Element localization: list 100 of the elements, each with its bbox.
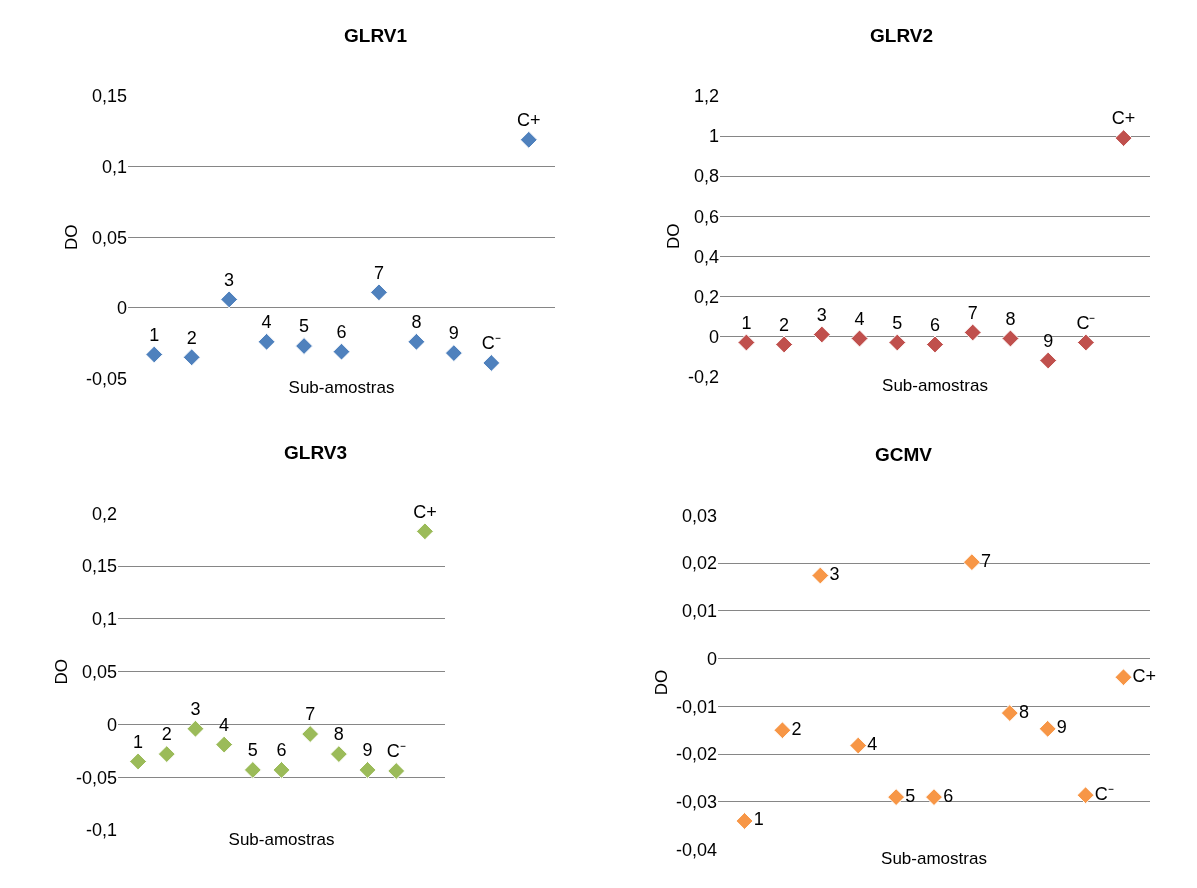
series-label: 9 (362, 740, 373, 761)
series-label: C⁻ (1094, 783, 1114, 804)
series-label: 3 (816, 304, 827, 325)
x-axis-title: Sub-amostras (228, 829, 335, 849)
point (1038, 719, 1057, 738)
y-tick-label: -0,05 (85, 368, 127, 389)
point (332, 342, 351, 361)
series-label: 2 (186, 327, 197, 348)
y-tick-label: 0 (116, 298, 127, 319)
point (272, 760, 291, 779)
series-label: 4 (219, 714, 230, 735)
y-tick-label: -0,01 (675, 696, 717, 717)
series-label: 9 (1056, 717, 1067, 738)
point (888, 333, 907, 352)
y-tick-label: 0,2 (693, 286, 719, 307)
point (519, 130, 538, 149)
point (963, 323, 982, 342)
series-label: 1 (133, 731, 144, 752)
point (358, 760, 377, 779)
series-label: C⁻ (481, 333, 501, 354)
point (215, 735, 234, 754)
series-label: 4 (854, 308, 865, 329)
series-label: 1 (741, 312, 752, 333)
y-tick-label: 0,15 (81, 556, 117, 577)
point (1039, 351, 1058, 370)
series-label: 7 (981, 550, 992, 571)
series-label: C⁻ (386, 741, 406, 762)
series-label: C+ (1132, 665, 1157, 686)
series-label: 2 (779, 314, 790, 335)
y-tick-label: -0,1 (85, 820, 117, 841)
point (329, 745, 348, 764)
y-tick-label: 0,1 (91, 609, 117, 630)
series-label: 8 (1005, 308, 1016, 329)
y-tick-label: 0 (708, 326, 719, 347)
point (926, 335, 944, 354)
point (775, 335, 794, 354)
series-label: 6 (336, 322, 347, 343)
series-label: 5 (299, 316, 310, 337)
point (1114, 668, 1133, 687)
y-tick-label: 0,02 (681, 553, 717, 574)
series-label: 5 (247, 740, 258, 761)
point (370, 283, 388, 302)
series-label: 3 (829, 564, 840, 585)
series-label: 6 (929, 314, 941, 335)
point (220, 290, 239, 309)
point (1076, 786, 1095, 805)
y-axis-title: DO (651, 669, 671, 696)
point (925, 788, 943, 807)
series-label: 9 (1043, 330, 1054, 351)
y-tick-label: 0,01 (681, 601, 717, 622)
point (737, 333, 756, 352)
y-tick-label: 0,1 (101, 156, 127, 177)
y-tick-label: 0,05 (91, 227, 127, 248)
point (850, 329, 869, 348)
series-label: 6 (276, 740, 287, 761)
y-tick-label: 0,15 (91, 86, 127, 107)
series-label: C+ (1111, 108, 1136, 129)
point (811, 566, 830, 585)
y-tick-label: 0 (706, 648, 717, 669)
y-tick-label: 0,03 (681, 505, 717, 526)
point (1114, 129, 1133, 148)
point (812, 325, 831, 344)
y-tick-label: 0,2 (91, 503, 117, 524)
series-label: 1 (149, 324, 160, 345)
point (415, 522, 434, 541)
y-tick-label: 0,05 (81, 662, 117, 683)
y-tick-label: -0,05 (75, 767, 117, 788)
series-label: C+ (413, 501, 437, 522)
series-label: 7 (305, 704, 316, 725)
point (1001, 329, 1020, 348)
y-tick-label: 0,6 (693, 206, 719, 227)
point (157, 745, 176, 764)
series-label: 7 (967, 302, 978, 323)
point (1000, 704, 1019, 723)
point (444, 344, 463, 363)
chart-title: GLRV1 (344, 25, 408, 46)
point (887, 788, 906, 807)
point (186, 719, 205, 738)
series-label: 5 (905, 785, 916, 806)
series-label: 8 (333, 724, 344, 745)
y-axis-title: DO (663, 223, 683, 250)
series-label: C+ (517, 110, 541, 131)
point (295, 337, 313, 355)
y-tick-label: -0,02 (675, 744, 717, 765)
series-label: 3 (224, 269, 235, 290)
point (145, 345, 164, 364)
point (962, 553, 981, 572)
chart-title: GLRV2 (870, 25, 934, 46)
series-label: 1 (753, 809, 764, 830)
series-label: 8 (1018, 701, 1029, 722)
series-label: 2 (161, 724, 172, 745)
y-axis-title: DO (61, 224, 81, 251)
point (773, 721, 792, 740)
y-tick-label: 0 (106, 714, 117, 735)
series-label: 7 (373, 262, 384, 283)
x-axis-title: Sub-amostras (882, 375, 988, 395)
point (243, 760, 262, 779)
point (849, 736, 868, 755)
series-label: 2 (791, 718, 802, 739)
series-label: C⁻ (1076, 312, 1096, 333)
